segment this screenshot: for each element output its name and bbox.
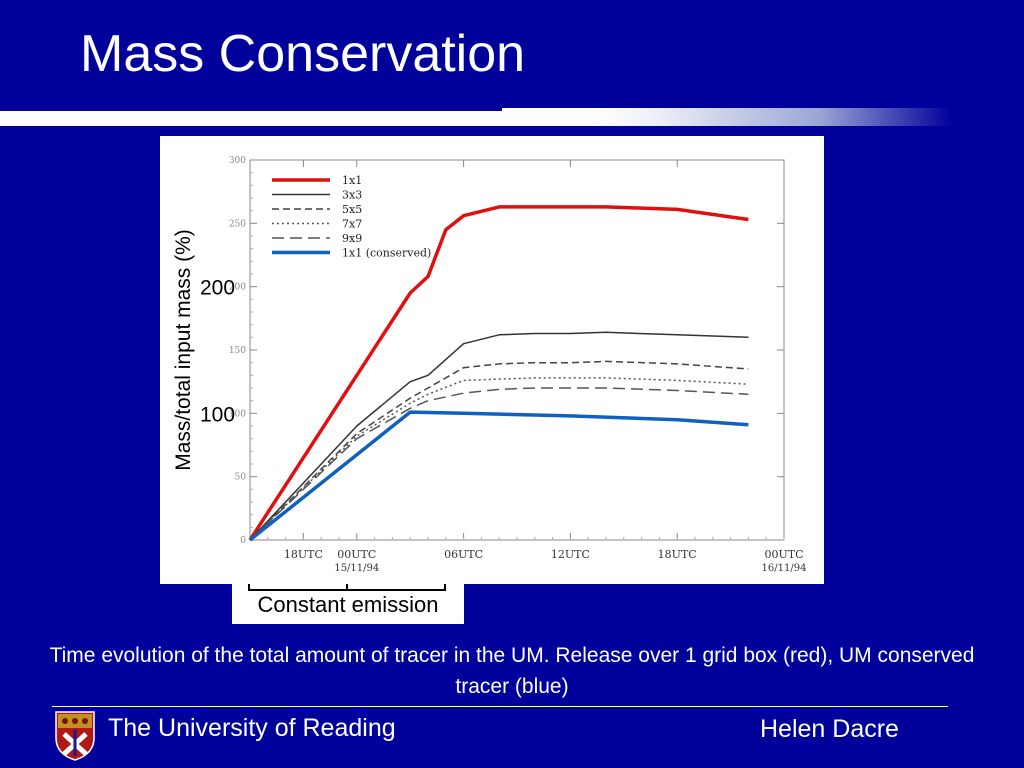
y-overlay-tick-label: 200 (200, 277, 235, 300)
legend-label: 3x3 (342, 189, 362, 202)
chart-axes: 0 50 100 150 200 250 300 18UTC 00UTC 15/11/94 06UT… (229, 156, 807, 574)
series-line-1x1 (248, 205, 749, 541)
legend-label: 1x1 (342, 174, 362, 187)
series-line-3x3 (249, 331, 749, 541)
y-tick-label: 150 (229, 346, 246, 356)
constant-emission-callout: Constant emission (232, 584, 464, 624)
chart-series-group (248, 205, 749, 542)
plot-frame (249, 159, 785, 541)
legend-label: 5x5 (342, 203, 362, 216)
x-tick-label: 00UTC (764, 548, 803, 561)
university-name: The University of Reading (108, 714, 396, 742)
x-tick-label: 00UTC (337, 548, 376, 561)
university-crest-icon (55, 711, 95, 761)
y-tick-label: 0 (240, 536, 246, 546)
x-tick-sublabel: 16/11/94 (762, 563, 807, 574)
x-tick-label: 18UTC (658, 548, 697, 561)
title-underline-notch (0, 108, 502, 111)
title-underline-bar (0, 108, 1024, 126)
x-tick-label: 06UTC (444, 548, 483, 561)
footer-divider (52, 706, 948, 707)
y-tick-label: 100 (229, 409, 246, 419)
legend-label: 7x7 (342, 218, 362, 231)
legend-label: 1x1 (conserved) (342, 247, 431, 260)
series-line-1x1-conserved- (248, 410, 749, 542)
series-line-9x9 (249, 387, 749, 541)
slide-caption: Time evolution of the total amount of tr… (49, 644, 975, 698)
chart-panel: 0 50 100 150 200 250 300 18UTC 00UTC 15/11/94 06UT… (160, 136, 824, 584)
emission-bracket (248, 584, 446, 591)
y-tick-label: 250 (229, 219, 246, 229)
y-axis-title: Mass/total input mass (%) (172, 229, 195, 471)
series-line-5x5 (249, 360, 749, 541)
legend-label: 9x9 (342, 232, 362, 245)
author-name: Helen Dacre (760, 715, 899, 743)
x-tick-sublabel: 15/11/94 (334, 563, 379, 574)
chart-overlay-labels: Mass/total input mass (%) 200 100 (172, 229, 235, 471)
y-tick-label: 50 (235, 473, 247, 483)
constant-emission-label: Constant emission (257, 592, 439, 617)
y-tick-label: 200 (229, 283, 246, 293)
slide-title: Mass Conservation (80, 25, 526, 83)
x-tick-label: 12UTC (551, 548, 590, 561)
series-line-7x7 (249, 377, 749, 541)
y-overlay-tick-label: 100 (200, 403, 235, 426)
mass-conservation-chart: 0 50 100 150 200 250 300 18UTC 00UTC 15/11/94 06UT… (172, 156, 807, 574)
y-tick-label: 300 (229, 156, 246, 166)
x-tick-label: 18UTC (284, 548, 323, 561)
